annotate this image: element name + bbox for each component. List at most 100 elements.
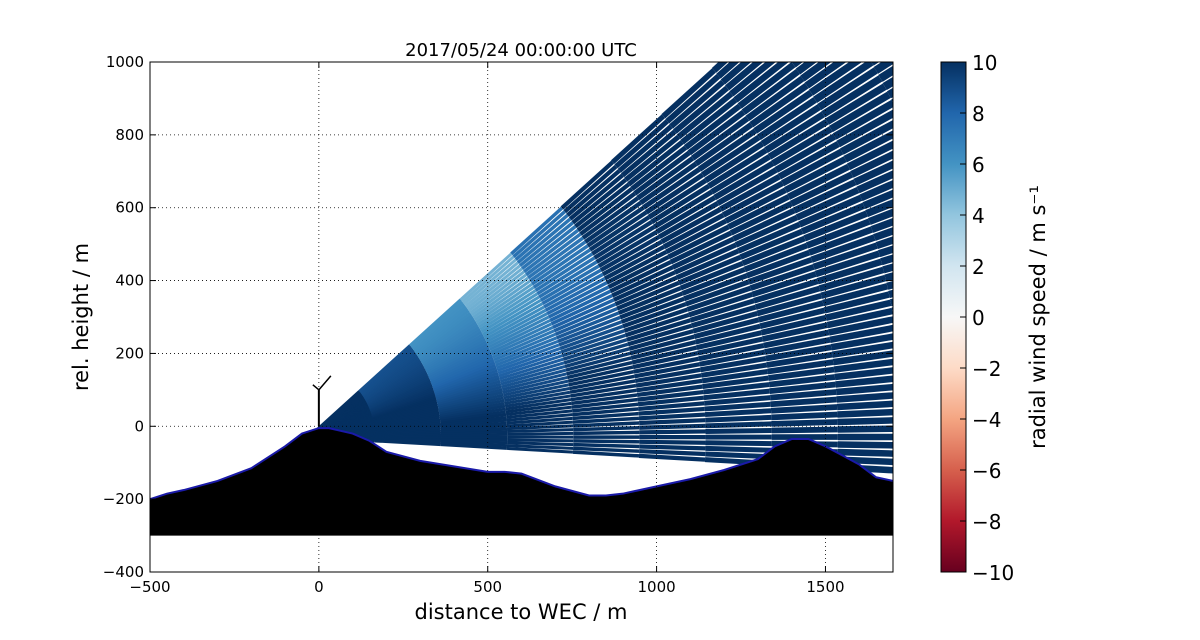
scan-beam-segment <box>705 417 771 420</box>
scan-beam-segment <box>917 0 972 7</box>
scan-beam-segment <box>997 160 1060 183</box>
x-tick-label: 500 <box>473 578 502 596</box>
scan-beam-segment <box>838 420 904 422</box>
scan-beam-segment <box>957 283 1022 297</box>
scan-beam-segment <box>765 0 816 25</box>
scan-beam-segment <box>964 334 1030 343</box>
scan-beam-segment <box>639 442 705 443</box>
y-tick-label: −400 <box>103 563 144 581</box>
scan-beam-segment <box>867 16 923 54</box>
scan-beam-segment <box>959 293 1024 306</box>
scan-beam-segment <box>838 445 904 446</box>
colorbar-tick-label: −6 <box>972 459 1001 483</box>
scan-beam-segment <box>965 344 1031 352</box>
scan-beam-segment <box>705 448 771 450</box>
scan-beam-segment <box>639 456 705 460</box>
scan-beam-segment <box>639 451 705 454</box>
scan-beam-segment <box>441 439 507 440</box>
chart-title: 2017/05/24 00:00:00 UTC <box>405 40 637 61</box>
scan-beam-segment <box>573 428 639 430</box>
colorbar-tick-label: 4 <box>972 204 985 228</box>
scan-beam-segment <box>980 108 1041 135</box>
scan-beam-segment <box>507 430 573 432</box>
scan-beam-segment <box>639 420 705 423</box>
y-tick-label: 0 <box>134 417 144 435</box>
scan-beam-segment <box>771 407 837 411</box>
scan-beam-segment <box>573 423 639 426</box>
scan-beam-segment <box>1036 468 1102 471</box>
colorbar-tick-label: 0 <box>972 306 985 330</box>
scan-beam-segment <box>771 399 837 404</box>
scan-beam-segment <box>871 25 927 62</box>
x-tick-label: 1000 <box>637 578 675 596</box>
scan-beam-segment <box>933 0 990 34</box>
scan-beam-segment <box>573 448 639 451</box>
scan-beam-segment <box>705 424 771 426</box>
scan-beam-segment <box>857 0 912 39</box>
wec-blade <box>319 376 331 390</box>
colorbar-tick-label: 10 <box>972 51 997 75</box>
scan-beam-segment <box>862 7 917 46</box>
scan-beam-segment <box>639 426 705 428</box>
colorbar-tick-label: −10 <box>972 561 1014 585</box>
y-tick-label: −200 <box>103 490 144 508</box>
y-tick-label: 200 <box>115 344 144 362</box>
colorbar-tick-label: −4 <box>972 408 1001 432</box>
scan-beam-segment <box>838 452 904 454</box>
scan-beam-segment <box>705 411 771 415</box>
scan-beam-segment <box>842 0 895 16</box>
scan-beam-segment <box>573 452 639 456</box>
scan-beam-segment <box>838 429 904 430</box>
scan-beam-segment <box>706 430 772 431</box>
scan-beam-segment <box>970 456 1036 458</box>
scan-beam-segment <box>706 443 772 444</box>
scan-beam-segment <box>942 16 1000 51</box>
scan-beam-segment <box>770 0 821 31</box>
colorbar-tick-label: 8 <box>972 102 985 126</box>
scan-beam-segment <box>1035 478 1101 482</box>
scan-beam-segment <box>779 1 831 45</box>
wec-blade <box>313 385 319 390</box>
x-tick-label: 0 <box>314 578 324 596</box>
colorbar-tick-label: −2 <box>972 357 1001 381</box>
scan-beam-segment <box>772 422 838 424</box>
scan-beam-segment <box>987 128 1049 154</box>
scan-beam-segment <box>994 150 1056 174</box>
scan-beam-segment <box>639 431 705 432</box>
colorbar-tick-label: 6 <box>972 153 985 177</box>
colorbar-tick-label: −8 <box>972 510 1001 534</box>
colorbar-label: radial wind speed / m s⁻¹ <box>1026 185 1050 449</box>
scan-beam-segment <box>507 443 573 445</box>
scan-beam-segment <box>573 432 639 433</box>
scan-beam-segment <box>991 139 1053 164</box>
scan-beam-segment <box>771 415 837 418</box>
scan-beam-segment <box>507 440 573 441</box>
scan-beam-segment <box>573 445 639 447</box>
y-tick-label: 400 <box>115 272 144 290</box>
scan-beam-segment <box>847 0 901 23</box>
scan-beam-segment <box>837 412 903 415</box>
y-tick-label: 1000 <box>106 53 144 71</box>
y-tick-label: 800 <box>115 126 144 144</box>
scan-beam-segment <box>837 0 890 8</box>
scan-beam-segment <box>889 61 947 95</box>
x-axis-label: distance to WEC / m <box>415 600 628 624</box>
scan-beam-segment <box>976 97 1037 125</box>
scan-beam-segment <box>573 441 639 442</box>
scan-beam-segment <box>789 16 842 58</box>
scan-beam-segment <box>880 43 937 79</box>
scan-beam-segment <box>775 0 827 38</box>
scan-beam-segment <box>876 34 933 71</box>
scan-beam-segment <box>969 385 1035 390</box>
scan-beam-segment <box>885 260 949 278</box>
scan-beam-segment <box>784 8 837 51</box>
scan-beam-segment <box>923 0 979 16</box>
x-tick-label: 1500 <box>806 578 844 596</box>
scan-beam-segment <box>928 0 984 25</box>
scan-beam-segment <box>984 118 1045 145</box>
scan-beam-segment <box>772 430 838 431</box>
y-tick-label: 600 <box>115 199 144 217</box>
